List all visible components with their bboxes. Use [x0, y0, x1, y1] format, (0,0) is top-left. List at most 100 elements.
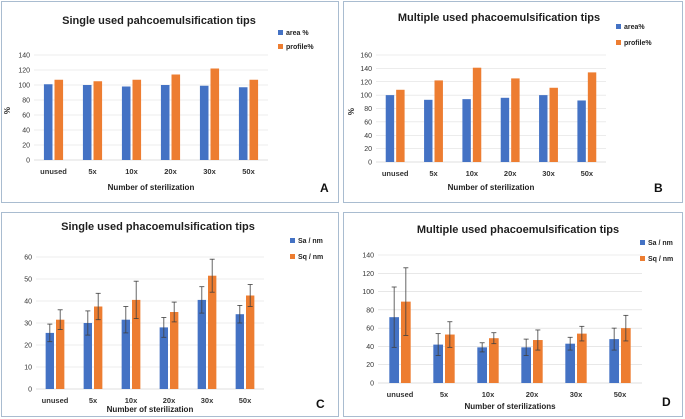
bar-series2: [396, 89, 405, 162]
y-tick-label: 20: [366, 362, 374, 369]
bar-series2: [549, 87, 558, 162]
y-tick-label: 140: [18, 53, 30, 60]
x-tick-label: 5x: [429, 169, 438, 178]
x-tick-label: 30x: [570, 390, 583, 399]
y-tick-label: 160: [360, 53, 372, 60]
legend-swatch: [640, 256, 645, 261]
panel-label: C: [316, 397, 325, 411]
legend-label: profile%: [286, 44, 314, 51]
x-tick-label: 50x: [614, 390, 627, 399]
y-tick-label: 60: [24, 255, 32, 262]
bar-series2: [587, 72, 597, 162]
bar-series1: [500, 97, 510, 162]
bar-series2: [208, 275, 217, 389]
bar-series1: [577, 100, 586, 162]
bar-series1: [477, 347, 487, 383]
y-tick-label: 140: [362, 253, 374, 260]
legend-swatch: [290, 254, 295, 259]
y-tick-label: 0: [368, 160, 372, 167]
bar-series1: [385, 95, 395, 162]
legend-swatch: [290, 238, 295, 243]
x-axis-label: Number of sterilization: [108, 183, 195, 192]
y-tick-label: 100: [18, 83, 30, 90]
y-tick-label: 30: [24, 321, 32, 328]
y-tick-label: 40: [364, 133, 372, 140]
chart-b-svg: Multiple used phacoemulsification tips 0 2…: [347, 12, 663, 195]
bar-series1: [82, 85, 92, 160]
legend-swatch: [278, 44, 283, 49]
bar-series2: [56, 319, 65, 389]
bar-series2: [621, 328, 631, 383]
chart-c-svg: Single used phacoemulsification tips 0 10 2…: [24, 221, 325, 414]
y-tick-label: 40: [24, 299, 32, 306]
x-tick-label: 50x: [242, 167, 255, 176]
bar-series1: [45, 332, 54, 389]
y-tick-label: 0: [370, 381, 374, 388]
bar-series1: [121, 319, 130, 389]
y-tick-label: 20: [24, 343, 32, 350]
y-tick-label: 120: [362, 271, 374, 278]
y-tick-label: 60: [22, 113, 30, 120]
x-tick-label: 20x: [164, 167, 177, 176]
bar-series2: [93, 81, 103, 160]
bar-series1: [197, 299, 206, 389]
bar-series2: [54, 79, 64, 160]
bar-series1: [235, 314, 244, 389]
bar-series2: [170, 312, 179, 389]
y-tick-label: 50: [24, 277, 32, 284]
x-tick-label: unused: [387, 390, 414, 399]
bar-series2: [132, 299, 141, 389]
bar-series1: [521, 347, 531, 383]
bar-series2: [577, 333, 587, 383]
x-axis-label: Number of sterilization: [448, 183, 535, 192]
bar-series2: [246, 295, 255, 389]
y-tick-label: 20: [364, 146, 372, 153]
bar-series1: [160, 85, 170, 160]
y-axis-label: %: [3, 107, 12, 114]
bar-series2: [533, 340, 543, 383]
bar-series1: [433, 344, 443, 383]
y-tick-label: 40: [366, 344, 374, 351]
x-tick-label: 5x: [440, 390, 449, 399]
bar-series1: [389, 317, 399, 383]
legend-label: Sq / nm: [648, 256, 673, 263]
y-tick-label: 10: [24, 365, 32, 372]
panel-label: B: [654, 181, 663, 195]
legend-label: Sa / nm: [648, 240, 673, 247]
x-axis-label: Number of sterilizations: [464, 402, 556, 411]
y-tick-label: 80: [364, 106, 372, 113]
bar-series2: [94, 306, 103, 389]
y-tick-label: 0: [26, 158, 30, 165]
chart-title: Multiple used phacoemulsification tips: [417, 224, 619, 236]
bar-series2: [472, 67, 482, 162]
x-tick-label: 10x: [482, 390, 495, 399]
y-tick-label: 100: [362, 289, 374, 296]
y-tick-label: 100: [360, 93, 372, 100]
x-tick-label: 30x: [201, 396, 214, 405]
y-tick-label: 120: [360, 79, 372, 86]
x-tick-label: 50x: [239, 396, 252, 405]
y-tick-label: 80: [366, 307, 374, 314]
y-tick-label: 60: [364, 119, 372, 126]
bar-series2: [434, 80, 443, 162]
chart-panel-a: Single used pahcoemulsification tips 0 20 4…: [1, 1, 339, 203]
x-tick-label: 30x: [542, 169, 555, 178]
legend-label: profile%: [624, 40, 652, 47]
x-tick-label: 20x: [163, 396, 176, 405]
bar-series2: [489, 338, 499, 383]
x-tick-label: 50x: [581, 169, 594, 178]
legend-swatch: [640, 240, 645, 245]
legend-label: area%: [624, 24, 645, 31]
legend-swatch: [616, 40, 621, 45]
bar-series1: [199, 85, 209, 160]
chart-a-svg: Single used pahcoemulsification tips 0 20 4…: [3, 15, 329, 195]
legend-label: Sq / nm: [298, 254, 323, 261]
bar-series2: [249, 79, 259, 160]
bar-series1: [462, 99, 471, 162]
bar-series2: [132, 79, 142, 160]
bar-series1: [43, 84, 53, 160]
bar-series2: [445, 334, 455, 383]
legend-label: Sa / nm: [298, 238, 323, 245]
bar-series1: [121, 86, 131, 160]
x-tick-label: 5x: [89, 396, 98, 405]
